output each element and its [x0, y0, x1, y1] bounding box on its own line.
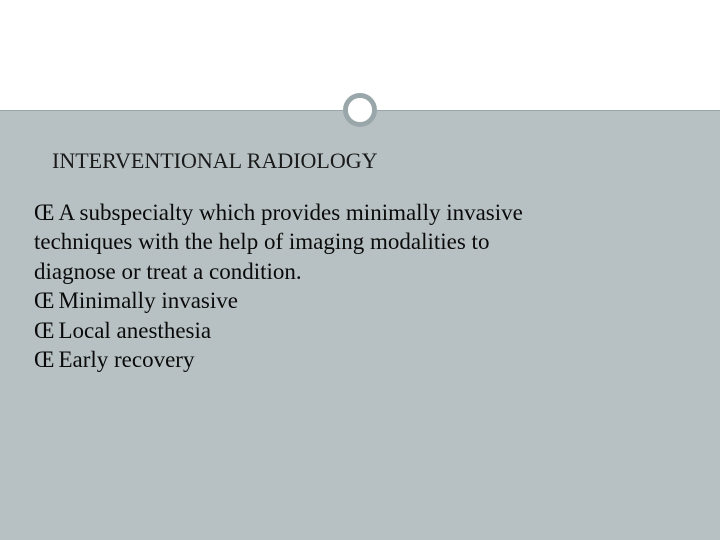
bullet-glyph-icon: Œ: [34, 345, 54, 374]
ring-inner: [348, 98, 372, 122]
bullet-glyph-icon: Œ: [34, 286, 54, 315]
bullet-continuation: techniques with the help of imaging moda…: [34, 227, 680, 256]
slide-content: Œ A subspecialty which provides minimall…: [34, 198, 680, 375]
bullet-item: Œ A subspecialty which provides minimall…: [34, 198, 680, 227]
bullet-text: Local anesthesia: [58, 316, 680, 345]
slide-title: INTERVENTIONAL RADIOLOGY: [52, 148, 680, 174]
bullet-text: A subspecialty which provides minimally …: [58, 198, 680, 227]
bullet-item: Œ Minimally invasive: [34, 286, 680, 315]
bullet-continuation: diagnose or treat a condition.: [34, 257, 680, 286]
ring-decoration: [343, 93, 377, 127]
bullet-item: Œ Early recovery: [34, 345, 680, 374]
bullet-text: Minimally invasive: [58, 286, 680, 315]
bullet-glyph-icon: Œ: [34, 198, 54, 227]
slide: INTERVENTIONAL RADIOLOGY Œ A subspecialt…: [0, 0, 720, 540]
bullet-item: Œ Local anesthesia: [34, 316, 680, 345]
bullet-glyph-icon: Œ: [34, 316, 54, 345]
bullet-text: Early recovery: [58, 345, 680, 374]
